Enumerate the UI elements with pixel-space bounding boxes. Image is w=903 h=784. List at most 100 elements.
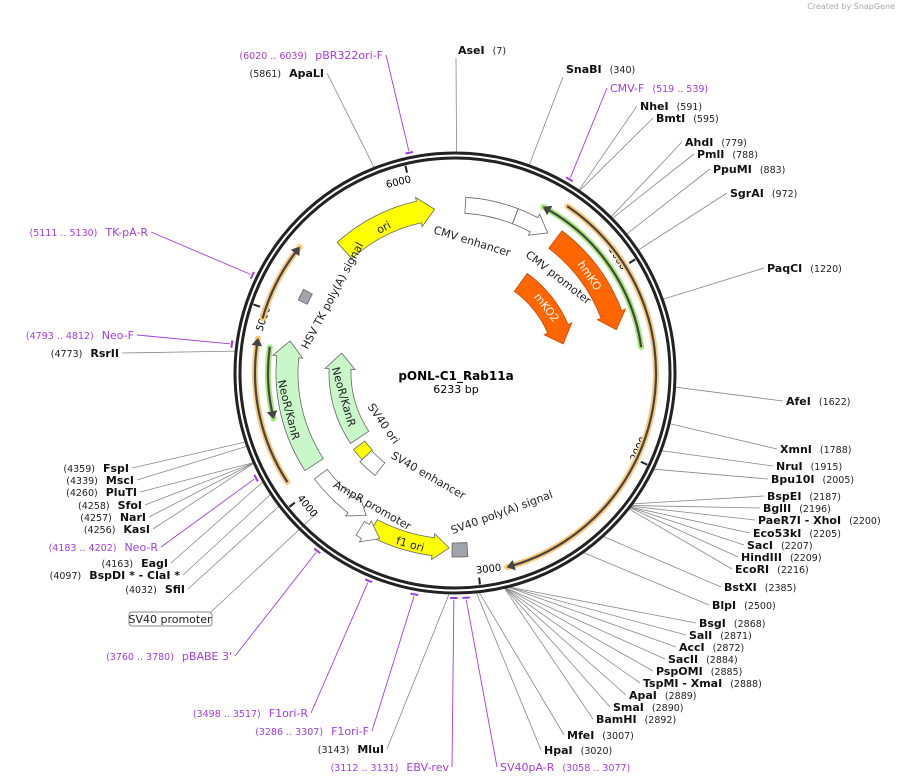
enzyme-site-label[interactable]: NheI (591) bbox=[640, 100, 702, 113]
enzyme-site-label[interactable]: BstXI (2385) bbox=[724, 581, 796, 594]
enzyme-site-label-position: (3007) bbox=[602, 731, 634, 742]
feature-ori[interactable] bbox=[336, 196, 436, 260]
enzyme-leader-line bbox=[139, 462, 254, 493]
enzyme-site-label[interactable]: BmtI (595) bbox=[656, 112, 719, 125]
primer-mark[interactable] bbox=[364, 578, 373, 584]
enzyme-site-label[interactable]: PaeR7I - XhoI (2200) bbox=[758, 514, 881, 527]
enzyme-site-label[interactable]: EcoRI (2216) bbox=[735, 563, 809, 576]
enzyme-site-label[interactable]: (3143) MluI bbox=[318, 743, 384, 756]
enzyme-site-label[interactable]: Bpu10I (2005) bbox=[771, 473, 854, 486]
primer-label[interactable]: SV40pA-R (3058 .. 3077) bbox=[500, 761, 630, 774]
enzyme-site-label[interactable]: BglII (2196) bbox=[763, 502, 831, 515]
enzyme-site-label[interactable]: (4260) PluTI bbox=[66, 486, 137, 499]
enzyme-leader-line bbox=[610, 141, 683, 217]
enzyme-site-label[interactable]: (4339) MscI bbox=[66, 474, 134, 487]
enzyme-site-label[interactable]: SnaBI (340) bbox=[566, 63, 635, 76]
enzyme-site-label[interactable]: SmaI (2890) bbox=[613, 701, 684, 714]
sv40-promoter-label: SV40 promoter bbox=[128, 613, 212, 626]
track-arrow[interactable] bbox=[266, 346, 278, 420]
feature-cmv-promoter[interactable] bbox=[512, 208, 549, 236]
enzyme-site-label[interactable]: XmnI (1788) bbox=[780, 443, 851, 456]
primer-label[interactable]: CMV-F (519 .. 539) bbox=[610, 82, 708, 95]
primer-mark[interactable] bbox=[405, 151, 414, 155]
enzyme-site-label[interactable]: BlpI (2500) bbox=[712, 599, 776, 612]
primer-label-position: (519 .. 539) bbox=[652, 84, 708, 95]
track-arrow[interactable] bbox=[506, 205, 658, 571]
enzyme-site-label[interactable]: PpuMI (883) bbox=[713, 163, 785, 176]
feature-neor-kanr[interactable] bbox=[324, 352, 370, 445]
track-arrow[interactable] bbox=[251, 337, 289, 483]
primer-mark[interactable] bbox=[253, 474, 259, 482]
enzyme-site-label[interactable]: AhdI (779) bbox=[685, 136, 747, 149]
primer-label[interactable]: (3760 .. 3780) pBABE 3' bbox=[106, 650, 232, 663]
primer-label[interactable]: (5111 .. 5130) TK-pA-R bbox=[30, 226, 149, 239]
enzyme-site-label[interactable]: SacI (2207) bbox=[747, 539, 813, 552]
enzyme-site-label[interactable]: (4097) BspDI * - ClaI * bbox=[50, 569, 181, 582]
enzyme-site-label[interactable]: (4032) SfiI bbox=[125, 583, 185, 596]
feature-mko2[interactable] bbox=[513, 272, 573, 345]
primer-label[interactable]: (3112 .. 3131) EBV-rev bbox=[331, 761, 450, 774]
enzyme-site-label[interactable]: Eco53kI (2205) bbox=[753, 527, 841, 540]
enzyme-site-label[interactable]: (4773) RsrII bbox=[51, 347, 119, 360]
enzyme-site-label-position: (591) bbox=[677, 102, 703, 113]
feature-sv40-ori[interactable] bbox=[353, 440, 373, 461]
enzyme-site-label[interactable]: AseI (7) bbox=[458, 44, 506, 57]
tick-label: 3000 bbox=[475, 563, 502, 577]
enzyme-site-label[interactable]: AfeI (1622) bbox=[786, 395, 850, 408]
primer-label-position: (6020 .. 6039) bbox=[239, 51, 307, 62]
primer-label[interactable]: (3498 .. 3517) F1ori-R bbox=[193, 707, 308, 720]
enzyme-site-label[interactable]: (4258) SfoI bbox=[78, 499, 142, 512]
enzyme-site-label[interactable]: HindIII (2209) bbox=[741, 551, 822, 564]
enzyme-site-label[interactable]: (4359) FspI bbox=[63, 462, 129, 475]
primer-mark[interactable] bbox=[410, 592, 419, 596]
feature-sv40-poly-a-signal[interactable] bbox=[451, 542, 469, 558]
feature-neor-kanr[interactable] bbox=[271, 340, 324, 472]
feature-sv40-enhancer[interactable] bbox=[359, 450, 386, 477]
enzyme-site-label[interactable]: PaqCI (1220) bbox=[767, 262, 842, 275]
enzyme-site-label-position: (1220) bbox=[810, 264, 842, 275]
enzyme-site-label[interactable]: SalI (2871) bbox=[689, 629, 752, 642]
enzyme-leader-line bbox=[144, 462, 254, 506]
enzyme-site-label-name: HpaI bbox=[544, 744, 573, 757]
primer-label[interactable]: (6020 .. 6039) pBR322ori-F bbox=[239, 49, 383, 62]
primer-label[interactable]: (4183 .. 4202) Neo-R bbox=[49, 541, 159, 554]
enzyme-site-label[interactable]: NruI (1915) bbox=[776, 460, 842, 473]
sv40-promoter-label-box[interactable] bbox=[128, 611, 213, 627]
feature-ampr-promoter[interactable] bbox=[313, 468, 367, 517]
leader-lines bbox=[121, 54, 784, 768]
feature-cmv-enhancer[interactable] bbox=[464, 196, 519, 225]
feature-hsv-tk-poly-a-signal[interactable] bbox=[297, 288, 313, 305]
primer-mark[interactable] bbox=[565, 176, 574, 183]
feature-hmko[interactable] bbox=[548, 230, 627, 331]
enzyme-site-label[interactable]: SacII (2884) bbox=[668, 653, 738, 666]
enzyme-site-label[interactable]: MfeI (3007) bbox=[567, 729, 634, 742]
primer-mark[interactable] bbox=[249, 271, 255, 280]
track-arrow[interactable] bbox=[542, 205, 643, 348]
primer-mark[interactable] bbox=[230, 340, 234, 348]
enzyme-site-label[interactable]: ApaI (2889) bbox=[629, 689, 697, 702]
tick-mark bbox=[404, 165, 409, 173]
enzyme-site-label[interactable]: PmlI (788) bbox=[697, 148, 758, 161]
feature-sv40-promoter[interactable] bbox=[355, 520, 381, 543]
enzyme-site-label-name: SnaBI bbox=[566, 63, 602, 76]
enzyme-site-label[interactable]: BspEI (2187) bbox=[767, 490, 841, 503]
primer-label[interactable]: (4793 .. 4812) Neo-F bbox=[26, 329, 134, 342]
enzyme-site-label[interactable]: (5861) ApaLI bbox=[249, 67, 324, 80]
enzyme-site-label[interactable]: PspOMI (2885) bbox=[656, 665, 742, 678]
enzyme-site-label[interactable]: (4257) NarI bbox=[80, 511, 146, 524]
enzyme-site-label[interactable]: BsgI (2868) bbox=[699, 617, 766, 630]
enzyme-site-label[interactable]: BamHI (2892) bbox=[596, 713, 676, 726]
enzyme-site-label[interactable]: AccI (2872) bbox=[679, 641, 744, 654]
feature-label: SV40 ori bbox=[365, 401, 402, 446]
primer-label[interactable]: (3286 .. 3307) F1ori-F bbox=[255, 725, 369, 738]
enzyme-site-label[interactable]: (4163) EagI bbox=[102, 557, 169, 570]
enzyme-leader-line bbox=[528, 76, 564, 165]
enzyme-site-label[interactable]: HpaI (3020) bbox=[544, 744, 612, 757]
enzyme-site-label[interactable]: TspMI - XmaI (2888) bbox=[643, 677, 762, 690]
enzyme-site-label-position: (2200) bbox=[849, 516, 881, 527]
enzyme-leader-line bbox=[670, 423, 778, 450]
primer-mark[interactable] bbox=[313, 547, 321, 555]
enzyme-site-label[interactable]: SgrAI (972) bbox=[730, 187, 797, 200]
track-arrow[interactable] bbox=[261, 246, 300, 319]
enzyme-site-label[interactable]: (4256) KasI bbox=[84, 523, 150, 536]
